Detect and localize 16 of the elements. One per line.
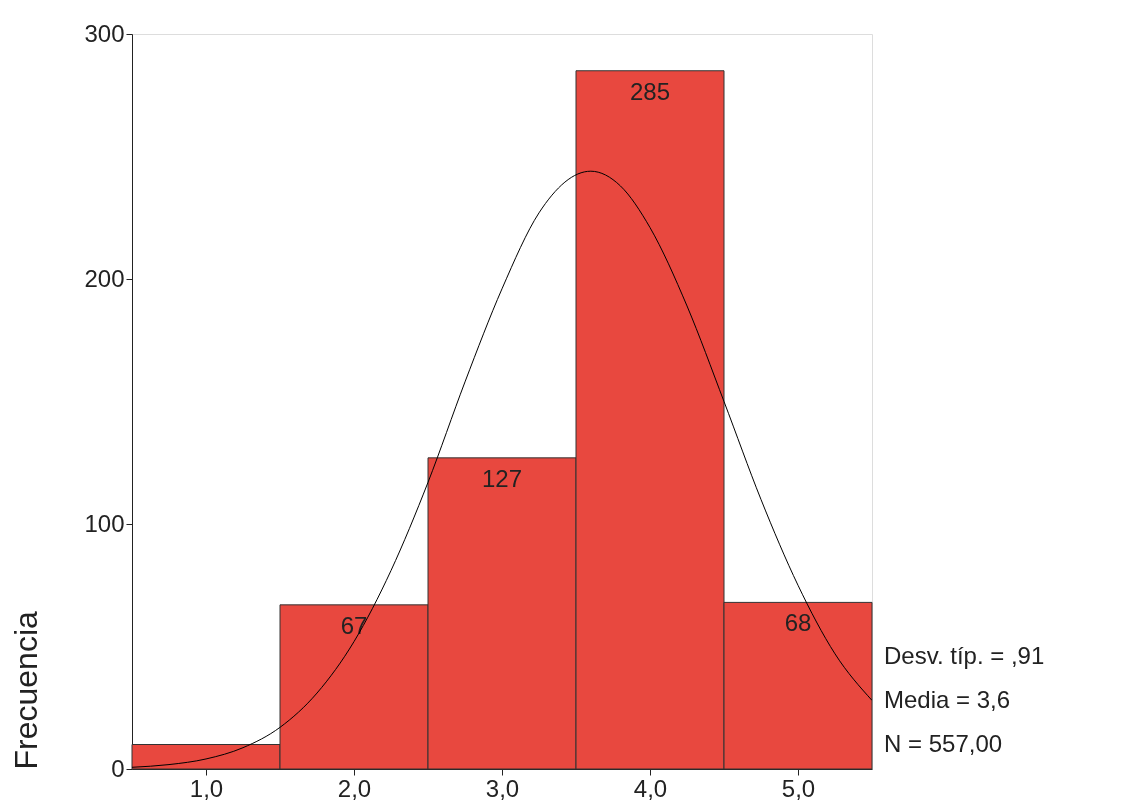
y-tick-label: 0	[111, 754, 125, 782]
x-tick-label: 5,0	[781, 774, 816, 802]
data-label: 127	[481, 464, 523, 492]
y-tick-label: 100	[84, 509, 125, 537]
text: Desv. típ. = ,91	[884, 642, 1045, 669]
x-tick-label: 3,0	[485, 774, 520, 802]
x-tick-label: 2,0	[337, 774, 372, 802]
text: Media = 3,6	[884, 686, 1011, 713]
y-tick-label: 300	[84, 19, 125, 47]
data-label: 68	[784, 609, 812, 637]
x-tick-label: 1,0	[189, 774, 224, 802]
y-axis-title: Frecuencia	[8, 611, 45, 770]
x-tick-label: 4,0	[633, 774, 668, 802]
text: N = 557,00	[884, 730, 1003, 757]
data-label: 285	[629, 77, 671, 105]
y-tick-label: 200	[84, 264, 125, 292]
